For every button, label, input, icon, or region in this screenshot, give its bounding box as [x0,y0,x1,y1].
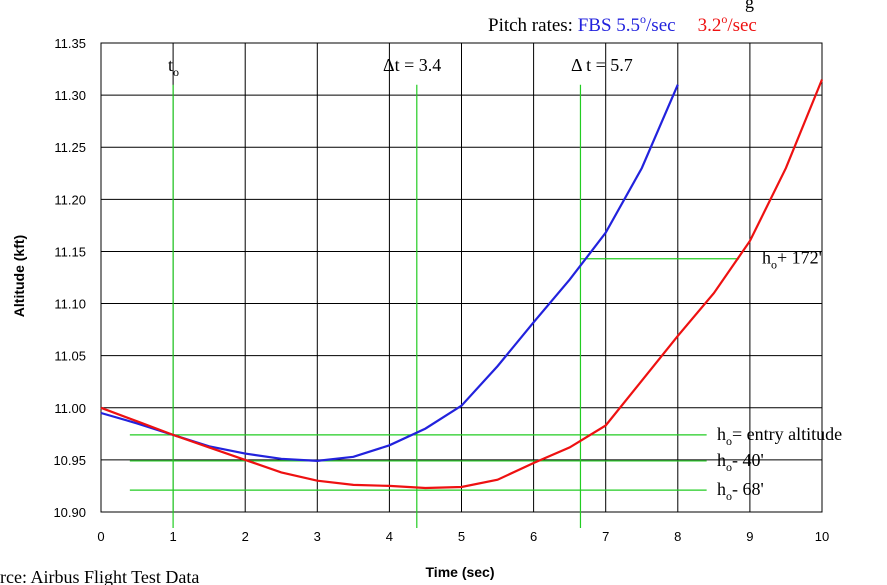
axis-ticks: 0 1 2 3 4 5 6 7 8 9 10 10.90 10.95 11.00 11.05 11.10 11.… [53,36,829,544]
x-tick-label: 1 [169,529,176,544]
y-tick-label: 11.10 [54,297,86,312]
plot-grid [100,42,823,513]
vertical-marker-label: to [168,55,179,79]
horizontal-marker-label: ho+ 172' [762,248,822,272]
horizontal-marker-label: ho= entry altitude [717,424,842,448]
series-line-other [100,79,824,490]
reference-labels: to Δt = 3.4 Δ t = 5.7 ho+ 172' ho= entry alt… [168,55,842,503]
y-tick-label: 10.90 [53,505,86,520]
fbs-rate-label: FBS 5.5 [578,15,640,36]
fbs-degree-mark: o [640,12,646,26]
y-tick-label: 11.30 [54,88,86,103]
second-rate-label: 3.2 [698,15,722,36]
x-tick-label: 0 [97,529,104,544]
x-tick-label: 8 [674,529,681,544]
y-tick-label: 10.95 [53,453,86,468]
x-tick-label: 6 [530,529,537,544]
x-tick-label: 3 [314,529,321,544]
horizontal-marker-label: ho- 68' [717,479,764,503]
reference-lines [129,84,740,528]
x-tick-label: 2 [242,529,249,544]
vertical-marker-label: Δt = 3.4 [383,55,441,75]
y-tick-label: 11.35 [54,36,86,51]
y-tick-label: 11.25 [54,140,86,155]
x-tick-label: 10 [815,529,829,544]
y-tick-label: 11.05 [54,349,86,364]
x-tick-label: 7 [602,529,609,544]
series-lines [100,79,824,490]
x-axis-label: Time (sec) [426,564,495,580]
title-fragment: g [745,0,754,12]
horizontal-marker-label: ho- 40' [717,450,764,474]
y-tick-label: 11.15 [54,244,86,259]
x-tick-label: 5 [458,529,465,544]
second-unit: /sec [727,15,757,36]
y-tick-label: 11.00 [54,401,86,416]
y-tick-label: 11.20 [54,192,86,207]
fbs-unit: /sec [646,15,676,36]
pitch-rates-label: Pitch rates: [488,15,578,36]
source-note: rce: Airbus Flight Test Data [0,567,199,585]
y-axis-label: Altitude (kft) [11,235,27,317]
vertical-marker-label: Δ t = 5.7 [571,55,633,75]
pitch-rates-legend: Pitch rates: FBS 5.5o/sec 3.2o/sec [488,12,757,36]
second-degree-mark: o [721,12,727,26]
plot-frame [100,42,823,513]
x-tick-label: 4 [386,529,393,544]
x-tick-label: 9 [746,529,753,544]
